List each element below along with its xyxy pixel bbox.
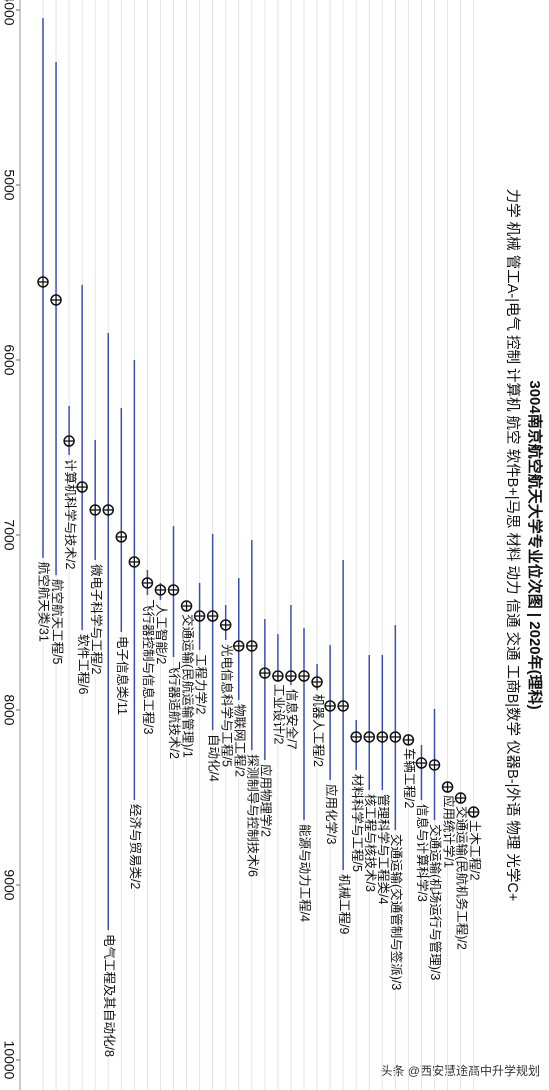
rank-point [89, 504, 101, 516]
category-label: 物联网工程/2 [232, 704, 247, 777]
rank-point [272, 670, 284, 682]
rank-point [350, 731, 362, 743]
category-label: 经济与贸易类/2 [128, 804, 143, 889]
rank-point [50, 294, 62, 306]
rank-point [402, 734, 415, 746]
rank-point [246, 640, 258, 652]
category-label: 软件工程/6 [76, 634, 91, 694]
category-label: 微电子科学与工程/2 [89, 564, 104, 674]
rank-point [180, 600, 193, 612]
category-label: 自动化/4 [206, 734, 220, 782]
rank-point [428, 759, 441, 771]
y-tick-label: 8000 [1, 694, 17, 725]
chart-subtitle: 力学 机械 管工A-|电气 控制 计算机 航空 软件B+|马思 材料 动力 信通… [504, 189, 522, 902]
category-label: 工程力学/2 [193, 654, 208, 714]
category-label: 信息与计算科学/3 [415, 804, 430, 902]
rank-point [167, 584, 180, 596]
category-label: 材料科学与工程/5 [350, 774, 365, 872]
category-label: 航空航天类/31 [37, 562, 52, 642]
rank-point [454, 792, 467, 804]
y-tick-label: 4000 [1, 0, 17, 26]
category-label: 电子信息类/11 [115, 636, 130, 715]
rank-point [63, 435, 75, 447]
rank-point [37, 276, 49, 288]
category-label: 管理科学与工程类/4 [376, 794, 391, 904]
y-tick-label: 7000 [1, 519, 17, 550]
rank-point [311, 676, 323, 688]
rank-point [219, 619, 232, 631]
category-label: 航空航天工程/5 [50, 579, 65, 664]
category-label: 应用化学/3 [324, 784, 339, 844]
category-label: 信息安全/7 [285, 689, 300, 749]
rank-point [154, 584, 167, 596]
rank-point [206, 610, 219, 622]
rank-point [376, 731, 389, 743]
rank-point [141, 577, 154, 589]
rank-point [128, 556, 141, 568]
category-label: 能源与动力工程/4 [298, 824, 313, 922]
rank-point [441, 781, 454, 793]
y-tick-label: 6000 [1, 344, 17, 375]
category-label: 机械工程/9 [337, 874, 352, 934]
rank-point [298, 670, 310, 682]
category-label: 机器人工程/2 [311, 694, 326, 767]
category-label: 交通运输(民航机务工程)/2 [454, 806, 469, 950]
category-label: 交通运输(民航运输管理)/1 [180, 614, 195, 758]
rank-point [467, 806, 480, 818]
chart-title: 3004南京航空航天大学专业位次图 | 2020年(理科) [526, 380, 544, 709]
y-tick-label: 5000 [1, 169, 17, 200]
rank-point [76, 481, 88, 493]
rank-point [259, 667, 271, 679]
rank-point [285, 670, 297, 682]
category-label: 工业设计/2 [272, 684, 287, 744]
category-label: 应用统计学/1 [441, 795, 456, 868]
category-label: 核工程与核技术/3 [363, 794, 378, 892]
category-label: 飞行器控制与信息工程/3 [141, 599, 156, 734]
rank-point [415, 757, 428, 769]
category-label: 交通运输(机场运行与管理)/3 [428, 824, 443, 980]
category-label: 计算机科学与技术/2 [63, 459, 78, 569]
category-label: 人工智能/2 [154, 604, 169, 664]
category-label: 探测制导与控制技术/6 [246, 754, 260, 877]
category-label: 交通运输(交通管制与签派)/3 [389, 834, 404, 990]
category-label: 应用物理学/2 [259, 764, 274, 837]
category-label: 电气工程及其自动化/8 [102, 934, 117, 1057]
category-label: 飞行器适航技术/2 [167, 661, 182, 759]
rank-point [324, 700, 336, 712]
y-tick-label: 10000 [1, 1041, 17, 1080]
rank-point [193, 610, 206, 622]
rank-point [363, 731, 375, 743]
y-tick-label: 9000 [1, 869, 17, 900]
category-label: 车辆工程/2 [402, 748, 417, 808]
rank-point [337, 700, 349, 712]
rank-point [233, 640, 245, 652]
category-label: 光电信息科学与工程/5 [219, 644, 234, 767]
rank-point [115, 531, 128, 543]
rank-point [102, 504, 114, 516]
rank-point [389, 731, 402, 743]
category-label: 土木工程/2 [467, 820, 482, 880]
